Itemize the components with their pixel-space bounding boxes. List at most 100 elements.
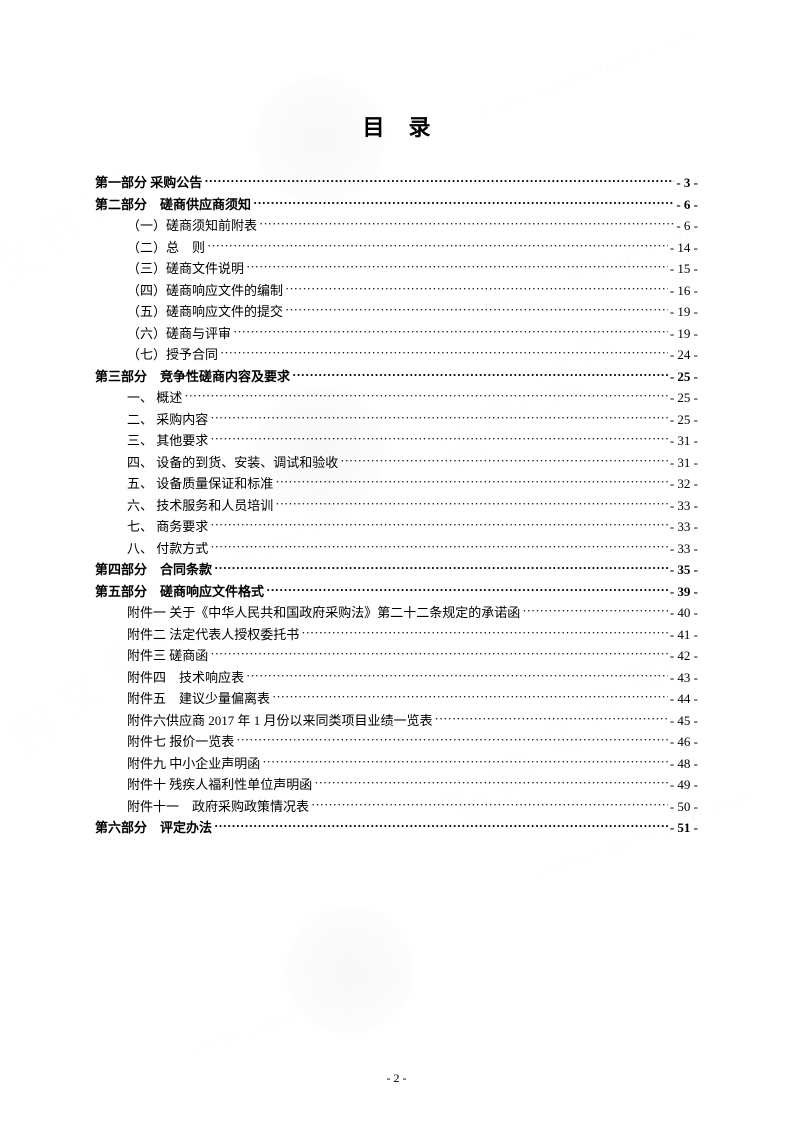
toc-leader [184,389,668,402]
toc-page: - 33 - [670,499,698,512]
toc-leader [340,454,668,467]
toc-page: - 51 - [670,821,698,834]
toc-page: - 33 - [670,520,698,533]
toc-page: - 19 - [670,327,698,340]
toc-label: （四）磋商响应文件的编制 [127,284,283,297]
toc-page: - 6 - [676,219,698,232]
toc-row: 三、 其他要求 - 31 - [95,432,698,447]
toc-leader [314,776,668,789]
toc-label: 二、 采购内容 [127,413,208,426]
toc-row: （四）磋商响应文件的编制 - 16 - [95,282,698,297]
toc-label: 三、 其他要求 [127,434,208,447]
toc-label: 第三部分 竞争性磋商内容及要求 [95,370,290,383]
toc-label: 第一部分 采购公告 [95,176,202,189]
toc-row: 二、 采购内容- 25 - [95,411,698,426]
toc-row: 附件十 残疾人福利性单位声明函 - 49 - [95,776,698,791]
toc-row: 附件七 报价一览表- 46 - [95,733,698,748]
toc-label: （五）磋商响应文件的提交 [127,305,283,318]
toc-row: （六）磋商与评审 - 19 - [95,325,698,340]
toc-page: - 19 - [670,305,698,318]
page-number: - 2 - [0,1071,793,1086]
toc-leader [210,411,668,424]
toc-page: - 31 - [670,434,698,447]
toc-page: - 6 - [676,198,698,211]
toc-label: （七）授予合同 [127,348,218,361]
toc-page: - 49 - [670,778,698,791]
toc-page: - 43 - [670,671,698,684]
toc-page: - 15 - [670,262,698,275]
toc-row: 第五部分 磋商响应文件格式 - 39 - [95,583,698,598]
toc-page: - 31 - [670,456,698,469]
toc-row: （二）总 则- 14 - [95,239,698,254]
toc-label: 附件四 技术响应表 [127,671,244,684]
toc-page: - 42 - [670,649,698,662]
toc-leader [292,368,668,381]
toc-label: 五、 设备质量保证和标准 [127,477,273,490]
toc-label: 八、 付款方式 [127,542,208,555]
toc-leader [207,239,668,252]
toc-leader [220,346,668,359]
toc-leader [214,819,668,832]
toc-row: 附件四 技术响应表 - 43 - [95,669,698,684]
toc-label: 六、 技术服务和人员培训 [127,499,273,512]
toc-leader [236,733,668,746]
toc-page: - 24 - [670,348,698,361]
toc-row: （一）磋商须知前附表 - 6 - [95,217,698,232]
toc-row: 七、 商务要求 - 33 - [95,518,698,533]
toc-leader [233,325,668,338]
toc-row: 一、 概述- 25 - [95,389,698,404]
toc-page: - 14 - [670,241,698,254]
toc-leader [246,669,668,682]
toc-row: 第一部分 采购公告 - 3 - [95,174,698,189]
toc-row: 附件十一 政府采购政策情况表 - 50 - [95,798,698,813]
toc-leader [311,798,668,811]
toc-label: 第六部分 评定办法 [95,821,212,834]
toc-leader [214,561,668,574]
toc-page: - 35 - [670,563,698,576]
toc-page: - 3 - [676,176,698,189]
toc-leader [285,282,668,295]
toc-label: 七、 商务要求 [127,520,208,533]
toc-page: - 39 - [670,585,698,598]
toc-leader [210,432,668,445]
toc-leader [246,260,668,273]
toc-label: 附件九 中小企业声明函 [127,757,260,770]
toc-row: 四、 设备的到货、安装、调试和验收- 31 - [95,454,698,469]
toc-row: 八、 付款方式 - 33 - [95,540,698,555]
toc-label: 附件一 关于《中华人民共和国政府采购法》第二十二条规定的承诺函 [127,606,520,619]
toc-leader [210,518,668,531]
toc-title: 目录 [95,110,698,142]
toc-page: - 16 - [670,284,698,297]
toc-page: - 44 - [670,692,698,705]
toc-page: - 48 - [670,757,698,770]
toc-row: （三）磋商文件说明 - 15 - [95,260,698,275]
table-of-contents: 第一部分 采购公告- 3 -第二部分 磋商供应商须知- 6 -（一）磋商须知前附… [95,174,698,834]
toc-row: 第六部分 评定办法 - 51 - [95,819,698,834]
toc-row: 第二部分 磋商供应商须知 - 6 - [95,196,698,211]
toc-label: 附件五 建议少量偏离表 [127,692,270,705]
page-content: 目录 第一部分 采购公告- 3 -第二部分 磋商供应商须知- 6 -（一）磋商须… [0,0,793,834]
toc-label: 附件十一 政府采购政策情况表 [127,800,309,813]
toc-row: 第三部分 竞争性磋商内容及要求- 25 - [95,368,698,383]
toc-label: （一）磋商须知前附表 [127,219,257,232]
toc-leader [259,217,674,230]
toc-label: 附件十 残疾人福利性单位声明函 [127,778,312,791]
toc-label: 第五部分 磋商响应文件格式 [95,585,264,598]
toc-label: 附件六供应商 2017 年 1 月份以来同类项目业绩一览表 [127,714,433,727]
toc-row: （五）磋商响应文件的提交 - 19 - [95,303,698,318]
toc-leader [301,626,668,639]
toc-row: 附件五 建议少量偏离表 - 44 - [95,690,698,705]
toc-page: - 50 - [670,800,698,813]
toc-row: 第四部分 合同条款- 35 - [95,561,698,576]
toc-leader [210,540,668,553]
toc-leader [253,196,674,209]
toc-label: （六）磋商与评审 [127,327,231,340]
toc-label: （三）磋商文件说明 [127,262,244,275]
toc-row: 六、 技术服务和人员培训 - 33 - [95,497,698,512]
toc-leader [275,497,668,510]
toc-row: 附件二 法定代表人授权委托书- 41 - [95,626,698,641]
toc-leader [272,690,668,703]
toc-page: - 33 - [670,542,698,555]
toc-label: 第二部分 磋商供应商须知 [95,198,251,211]
toc-label: 一、 概述 [127,391,182,404]
